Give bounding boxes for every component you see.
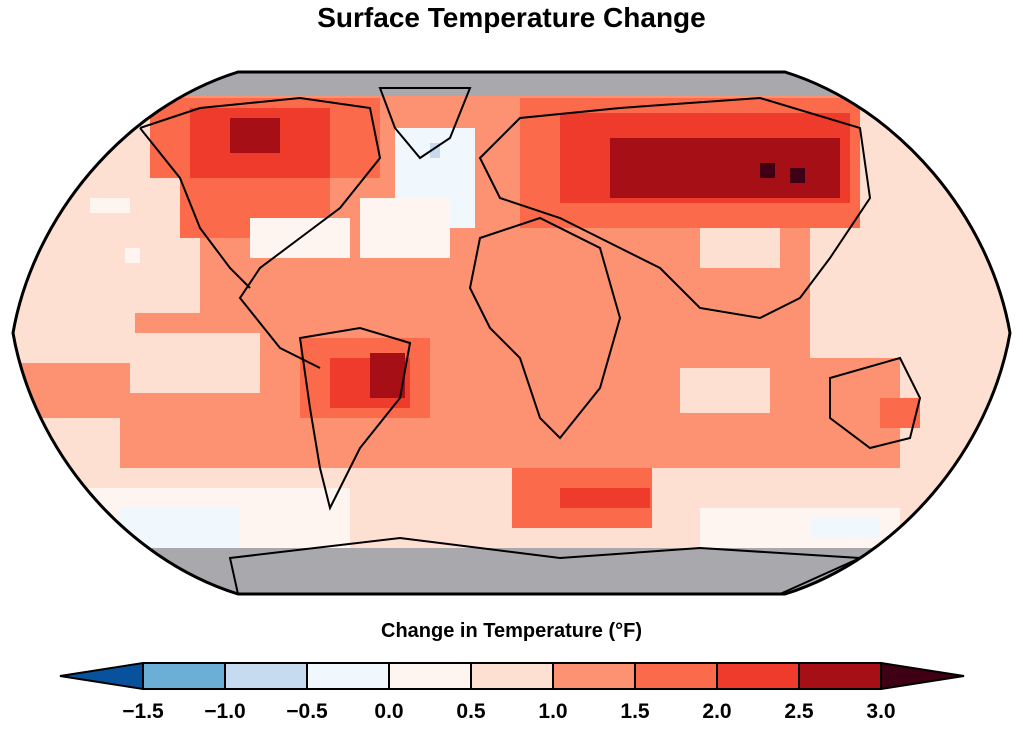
colorbar <box>59 661 965 691</box>
colorbar-label: Change in Temperature (°F) <box>381 620 642 642</box>
temperature-grid <box>13 72 1010 594</box>
map-title: Surface Temperature Change <box>317 2 706 33</box>
colorbar-extend-low <box>59 661 144 691</box>
tick-label: −1.0 <box>204 700 246 723</box>
tick-label: −1.5 <box>122 700 164 723</box>
coastlines <box>139 87 922 594</box>
tick-label: −0.5 <box>286 700 328 723</box>
tick-label: 2.5 <box>784 700 814 723</box>
tick-label: 2.0 <box>702 700 732 723</box>
tick-label: 1.0 <box>538 700 568 723</box>
world-temperature-map <box>0 68 1023 598</box>
tick-label: 0.0 <box>374 700 404 723</box>
tick-label: 1.5 <box>620 700 650 723</box>
tick-label: 0.5 <box>456 700 486 723</box>
map-border <box>11 70 1012 596</box>
colorbar-extend-high <box>880 661 965 691</box>
tick-label: 3.0 <box>866 700 896 723</box>
colorbar-ticks: −1.5 −1.0 −0.5 0.0 0.5 1.0 1.5 2.0 2.5 3… <box>0 700 1023 730</box>
